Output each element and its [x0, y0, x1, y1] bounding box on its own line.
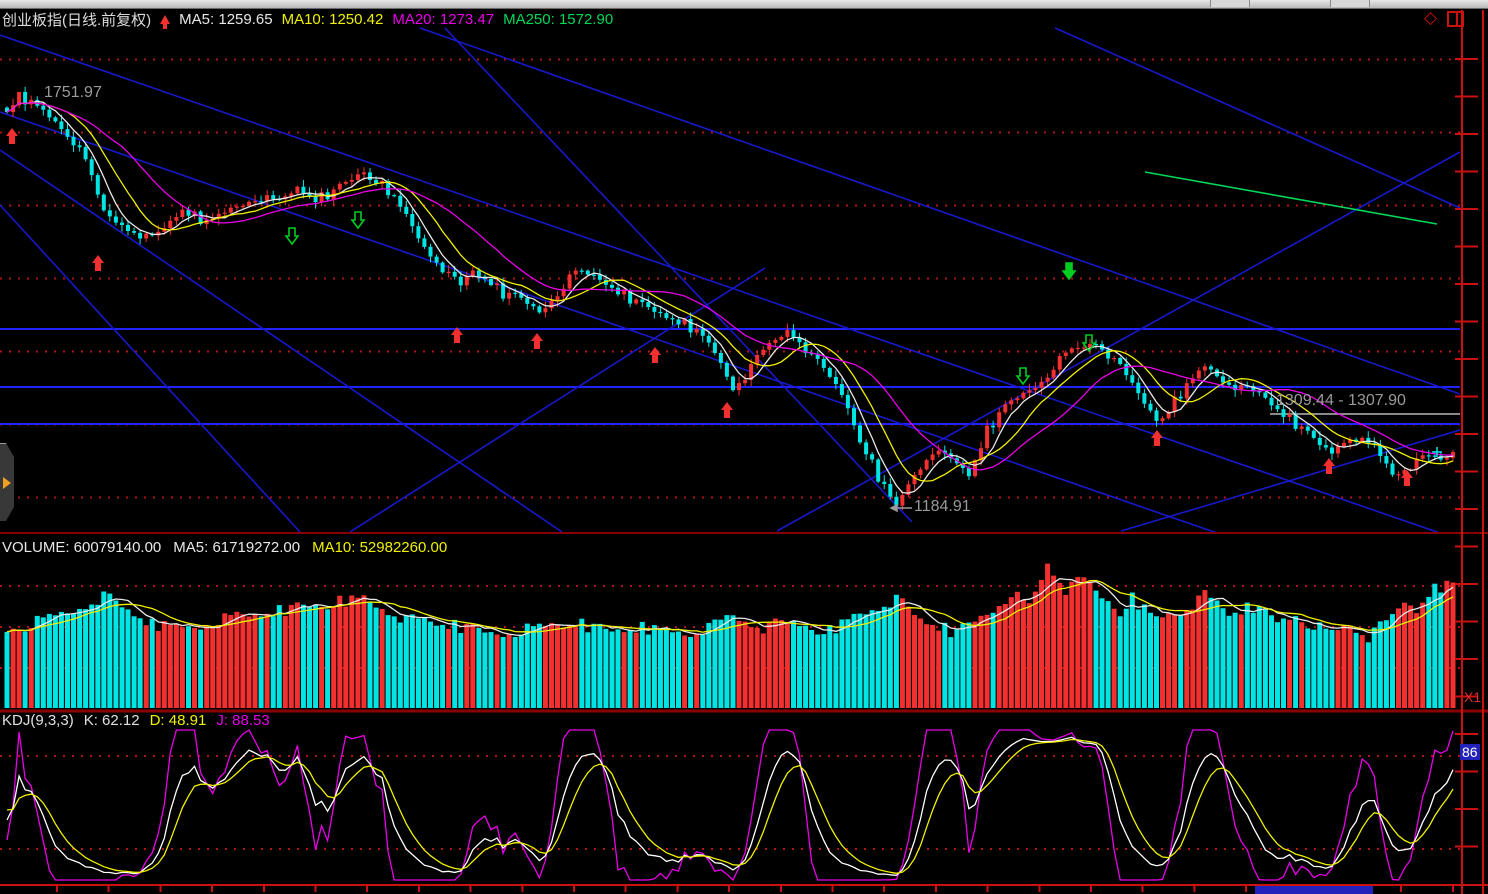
sell-signal-arrow [1081, 334, 1097, 353]
toolbar-tab-notch [1210, 0, 1250, 7]
buy-signal-arrow [649, 347, 661, 363]
range-price-annotation: 1309.44 - 1307.90 [1276, 392, 1406, 409]
kdj-d-value: D: 48.91 [149, 712, 207, 729]
crosshair-marker [1432, 447, 1442, 457]
buy-signal-arrow [92, 255, 104, 271]
sell-signal-arrow [1015, 367, 1031, 386]
volume-value: VOLUME: 60079140.00 [2, 539, 162, 556]
buy-signal-arrow [451, 327, 463, 343]
buy-signal-arrow [1401, 470, 1413, 486]
kdj-crosshair-value-label: 86 [1460, 744, 1480, 760]
instrument-title: 创业板指(日线.前复权) [2, 11, 152, 29]
trough-price-annotation: 1184.91 [914, 498, 971, 515]
sell-signal-arrow [1061, 262, 1077, 281]
ma250-value: MA250: 1572.90 [503, 10, 614, 28]
crosshair-date-highlight [1255, 886, 1373, 894]
right-arrow-icon [3, 477, 11, 489]
diamond-icon[interactable]: ◇ [1424, 8, 1438, 27]
sell-signal-arrow [350, 211, 366, 230]
window-toolbar-strip [0, 0, 1488, 9]
buy-signal-arrow [531, 333, 543, 349]
ma10-value: MA10: 1250.42 [281, 10, 384, 28]
sell-signal-arrow [284, 227, 300, 246]
toolbar-tab-notch [1330, 0, 1370, 7]
ma20-value: MA20: 1273.47 [392, 10, 495, 28]
buy-signal-arrow [721, 402, 733, 418]
volume-scale-label: X1 [1464, 689, 1482, 705]
split-window-icon[interactable] [1447, 11, 1464, 27]
volume-chart-canvas[interactable] [0, 0, 1488, 714]
buy-signal-arrow [1151, 430, 1163, 446]
volume-ma5-value: MA5: 61719272.00 [173, 539, 301, 556]
kdj-params-label: KDJ(9,3,3) [2, 712, 74, 729]
ma5-value: MA5: 1259.65 [179, 10, 273, 28]
price-chart-canvas[interactable] [0, 0, 1488, 534]
peak-price-annotation: 1751.97 [44, 84, 102, 101]
volume-ma10-value: MA10: 52982260.00 [312, 539, 448, 556]
buy-signal-arrow [6, 128, 18, 144]
kdj-k-value: K: 62.12 [83, 712, 140, 729]
kdj-j-value: J: 88.53 [216, 712, 270, 729]
up-arrow-icon [160, 14, 171, 29]
buy-signal-arrow [1323, 458, 1335, 474]
